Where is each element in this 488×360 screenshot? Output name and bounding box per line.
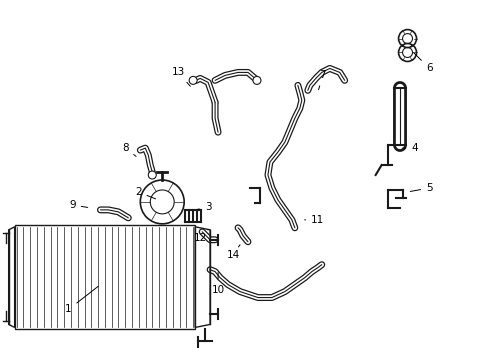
Text: 10: 10 [211,273,224,294]
Text: 13: 13 [171,67,190,86]
Text: 5: 5 [409,183,432,193]
Text: 1: 1 [65,286,98,315]
Text: 2: 2 [135,187,155,199]
Text: 4: 4 [402,143,417,153]
Text: 3: 3 [198,202,211,212]
Circle shape [252,76,261,84]
Text: 7: 7 [318,71,325,90]
Text: 12: 12 [193,230,208,243]
Circle shape [148,171,156,179]
Circle shape [189,76,197,84]
Text: 11: 11 [304,215,324,225]
Text: 9: 9 [69,200,87,210]
Text: 6: 6 [413,53,432,73]
Text: 14: 14 [226,245,240,260]
Text: 8: 8 [122,143,136,156]
